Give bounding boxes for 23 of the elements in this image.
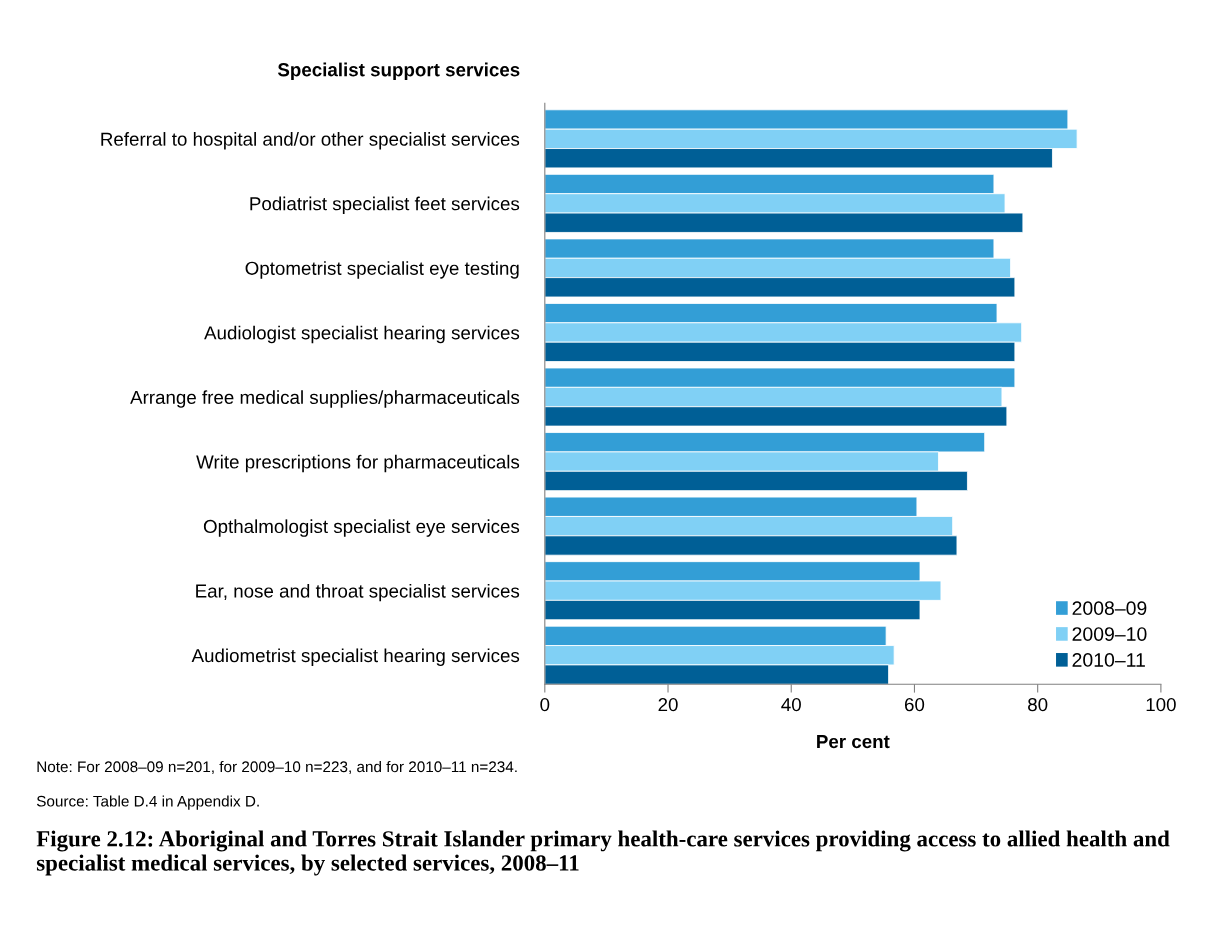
y-tick-label: Audiometrist specialist hearing services [191, 648, 520, 666]
y-tick-label: Write prescriptions for pharmaceuticals [196, 454, 520, 473]
y-tick-label: Opthalmologist specialist eye services [203, 519, 520, 537]
y-tick-label: Ear, nose and throat specialist services [196, 583, 520, 602]
y-tick-label: Optometrist specialist eye testing [245, 261, 519, 279]
y-tick-label: Audiologist specialist hearing services [204, 325, 520, 344]
x-tick-label: 60 [904, 697, 925, 712]
x-axis-title: Per cent [817, 735, 890, 749]
x-tick-label: 20 [658, 697, 678, 712]
text: Note: For 2008–09 n=201, for 2009–10 n=223, and for 2010–11 n=234. [37, 760, 517, 774]
y-tick-label: Podiatrist specialist feet services [250, 196, 520, 215]
x-tick-label: 0 [540, 697, 550, 712]
legend-label: 2008–09 [1072, 601, 1147, 616]
x-tick-label: 80 [1028, 697, 1048, 712]
x-tick-label: 40 [781, 697, 801, 712]
y-tick-label: Referral to hospital and/or other specialist services [101, 132, 520, 150]
chart-title: Specialist support services [277, 62, 520, 81]
source-note: Source: Table D.4 in Appendix D. [36, 795, 259, 810]
y-tick-label: Arrange free medical supplies/pharmaceuticals [130, 390, 520, 408]
legend-label: 2009–10 [1072, 627, 1147, 641]
legend-label: 2010–11 [1072, 653, 1145, 667]
x-tick-label: 100 [1146, 697, 1176, 712]
caption: Figure 2.12: Aboriginal and Torres Strait Islander primary health-care services providing access to allied health and specialist medical services, by selected services, 2008–11 [36, 830, 1170, 876]
